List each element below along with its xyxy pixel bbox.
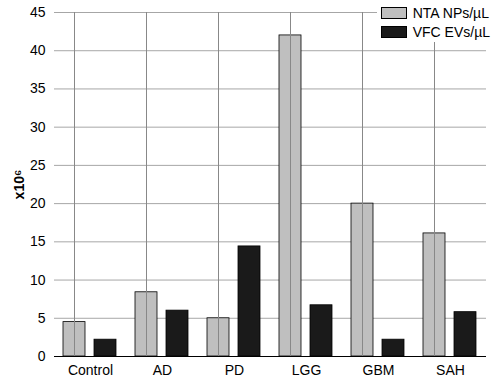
svg-text:PD: PD xyxy=(225,362,244,378)
svg-text:x10⁶: x10⁶ xyxy=(11,170,27,200)
svg-text:AD: AD xyxy=(153,362,172,378)
svg-text:20: 20 xyxy=(30,195,46,211)
svg-text:35: 35 xyxy=(30,80,46,96)
svg-text:45: 45 xyxy=(30,4,46,20)
svg-text:25: 25 xyxy=(30,157,46,173)
svg-text:40: 40 xyxy=(30,42,46,58)
svg-text:0: 0 xyxy=(38,348,46,364)
html-text:NTA NPs/µL: NTA NPs/µL xyxy=(412,4,489,21)
svg-text:5: 5 xyxy=(38,310,46,326)
svg-text:Control: Control xyxy=(68,362,113,378)
html-text:VFC EVs/µL: VFC EVs/µL xyxy=(412,23,490,40)
svg-text:15: 15 xyxy=(30,233,46,249)
svg-text:30: 30 xyxy=(30,119,46,135)
svg-text:10: 10 xyxy=(30,272,46,288)
svg-text:LGG: LGG xyxy=(292,362,322,378)
svg-text:SAH: SAH xyxy=(436,362,465,378)
svg-text:GBM: GBM xyxy=(363,362,395,378)
